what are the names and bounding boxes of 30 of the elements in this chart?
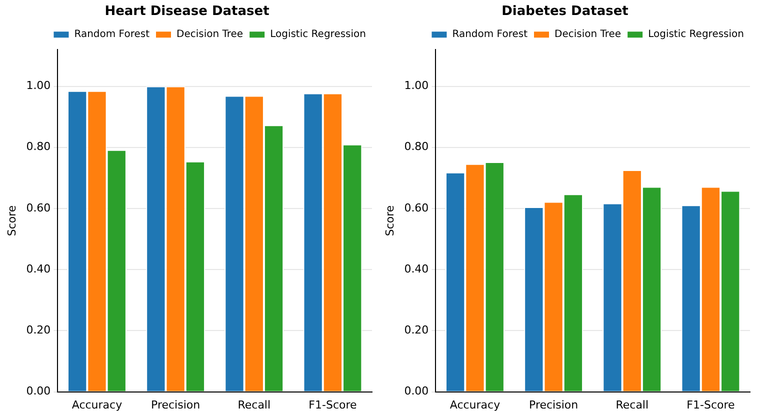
x-tick-label: Precision	[151, 398, 200, 412]
legend-label: Decision Tree	[554, 29, 622, 40]
legend-label: Logistic Regression	[270, 29, 366, 40]
y-axis-title: Score	[5, 205, 18, 236]
y-tick-label: 0.80	[26, 140, 51, 154]
y-tick-label: 0.00	[26, 384, 51, 398]
legend-label: Random Forest	[74, 29, 150, 40]
x-tick-label: Accuracy	[72, 398, 123, 412]
x-tick-label: F1-Score	[686, 398, 735, 412]
chart-title: Heart Disease Dataset	[104, 4, 270, 20]
y-tick-label: 0.80	[404, 140, 429, 154]
y-tick-label: 0.00	[404, 384, 429, 398]
x-tick-label: F1-Score	[308, 398, 357, 412]
x-tick-label: Accuracy	[450, 398, 501, 412]
y-tick-label: 0.20	[404, 324, 429, 337]
legend-label: Decision Tree	[176, 29, 244, 40]
x-tick-label: Precision	[529, 398, 578, 412]
x-tick-label: Recall	[238, 398, 271, 412]
y-tick-label: 0.40	[26, 262, 51, 276]
y-tick-label: 1.00	[26, 79, 51, 92]
y-tick-label: 0.40	[404, 262, 429, 276]
y-tick-label: 0.20	[26, 324, 51, 337]
y-tick-label: 1.00	[404, 79, 429, 92]
legend-label: Logistic Regression	[648, 29, 744, 40]
y-tick-label: 0.60	[404, 201, 429, 214]
chart-title: Diabetes Dataset	[502, 4, 628, 20]
x-tick-label: Recall	[616, 398, 649, 412]
y-axis-title: Score	[383, 205, 396, 236]
y-tick-label: 0.60	[26, 201, 51, 214]
legend-label: Random Forest	[452, 29, 528, 40]
